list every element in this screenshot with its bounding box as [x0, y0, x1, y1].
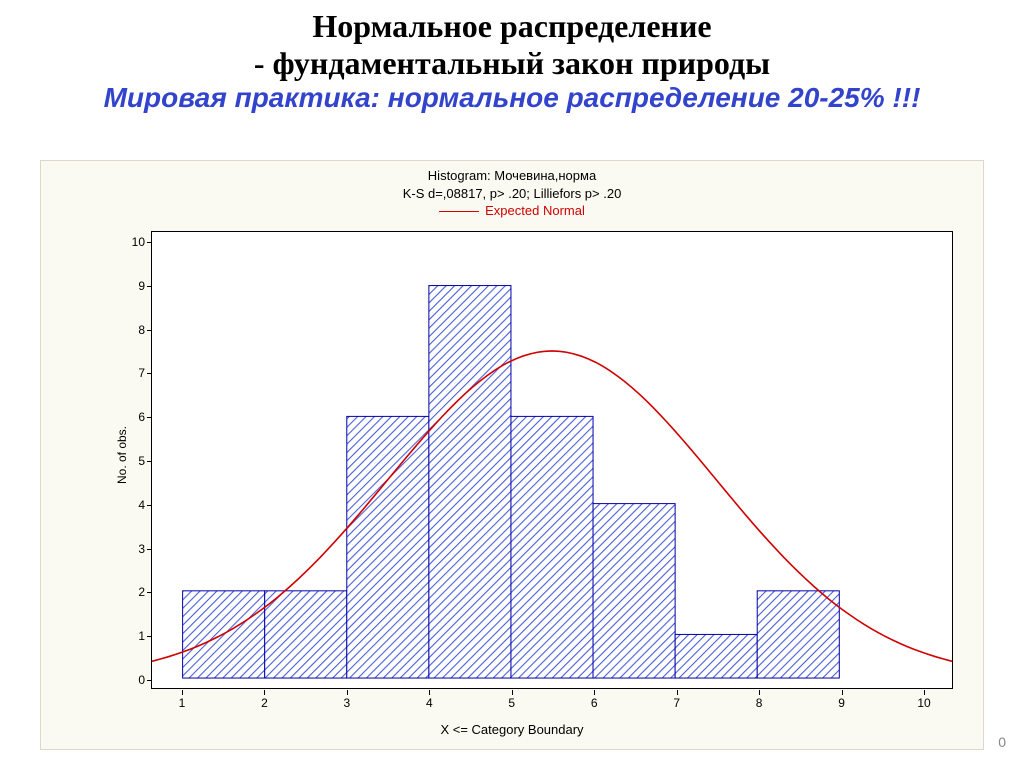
y-tick-label: 2: [115, 585, 145, 599]
y-tick-mark: [147, 286, 152, 287]
plot-svg: [152, 232, 952, 688]
x-tick-label: 1: [179, 696, 186, 710]
y-tick-mark: [147, 461, 152, 462]
histogram-bar: [757, 591, 839, 678]
x-axis-label: X <= Category Boundary: [440, 722, 583, 737]
y-tick-mark: [147, 417, 152, 418]
x-tick-mark: [594, 690, 595, 695]
x-tick-label: 10: [917, 696, 930, 710]
x-tick-label: 6: [591, 696, 598, 710]
x-tick-mark: [842, 690, 843, 695]
histogram-bar: [347, 416, 429, 678]
y-tick-label: 5: [115, 454, 145, 468]
x-tick-mark: [677, 690, 678, 695]
x-tick-mark: [924, 690, 925, 695]
x-tick-label: 4: [426, 696, 433, 710]
x-tick-mark: [759, 690, 760, 695]
y-tick-mark: [147, 242, 152, 243]
histogram-bar: [675, 634, 757, 678]
y-tick-label: 4: [115, 498, 145, 512]
slide: Нормальное распределение - фундаментальн…: [0, 0, 1024, 768]
plot-area-wrap: [151, 231, 953, 689]
chart-legend: Expected Normal: [41, 202, 983, 220]
legend-label: Expected Normal: [485, 203, 585, 218]
y-tick-label: 1: [115, 629, 145, 643]
y-tick-label: 10: [115, 235, 145, 249]
x-tick-mark: [182, 690, 183, 695]
subtitle: Мировая практика: нормальное распределен…: [0, 82, 1024, 114]
y-tick-mark: [147, 636, 152, 637]
chart-title-2: K-S d=,08817, p> .20; Lilliefors p> .20: [41, 185, 983, 203]
y-tick-mark: [147, 592, 152, 593]
histogram-bar: [511, 416, 593, 678]
title-line-1: Нормальное распределение: [0, 8, 1024, 45]
x-tick-label: 7: [673, 696, 680, 710]
y-tick-mark: [147, 549, 152, 550]
page-number: 0: [998, 734, 1006, 750]
chart-frame: Histogram: Мочевина,норма K-S d=,08817, …: [40, 160, 984, 750]
x-tick-mark: [264, 690, 265, 695]
y-tick-label: 7: [115, 366, 145, 380]
x-tick-label: 8: [756, 696, 763, 710]
x-tick-label: 3: [344, 696, 351, 710]
histogram-bar: [593, 504, 675, 678]
x-tick-label: 9: [838, 696, 845, 710]
x-tick-mark: [429, 690, 430, 695]
title-line-2: - фундаментальный закон природы: [0, 45, 1024, 82]
bars-group: [183, 286, 840, 678]
y-tick-mark: [147, 373, 152, 374]
title-block: Нормальное распределение - фундаментальн…: [0, 0, 1024, 114]
y-tick-mark: [147, 505, 152, 506]
y-tick-label: 9: [115, 279, 145, 293]
chart-titles: Histogram: Мочевина,норма K-S d=,08817, …: [41, 161, 983, 220]
y-tick-mark: [147, 330, 152, 331]
chart-title-1: Histogram: Мочевина,норма: [41, 167, 983, 185]
x-tick-mark: [347, 690, 348, 695]
y-tick-label: 0: [115, 673, 145, 687]
histogram-bar: [265, 591, 347, 678]
y-tick-mark: [147, 680, 152, 681]
y-tick-label: 6: [115, 410, 145, 424]
plot-area: [151, 231, 953, 689]
x-tick-label: 5: [508, 696, 515, 710]
histogram-bar: [429, 286, 511, 678]
x-tick-mark: [512, 690, 513, 695]
legend-line-sample: [439, 211, 479, 212]
y-tick-label: 8: [115, 323, 145, 337]
y-tick-label: 3: [115, 542, 145, 556]
x-tick-label: 2: [261, 696, 268, 710]
